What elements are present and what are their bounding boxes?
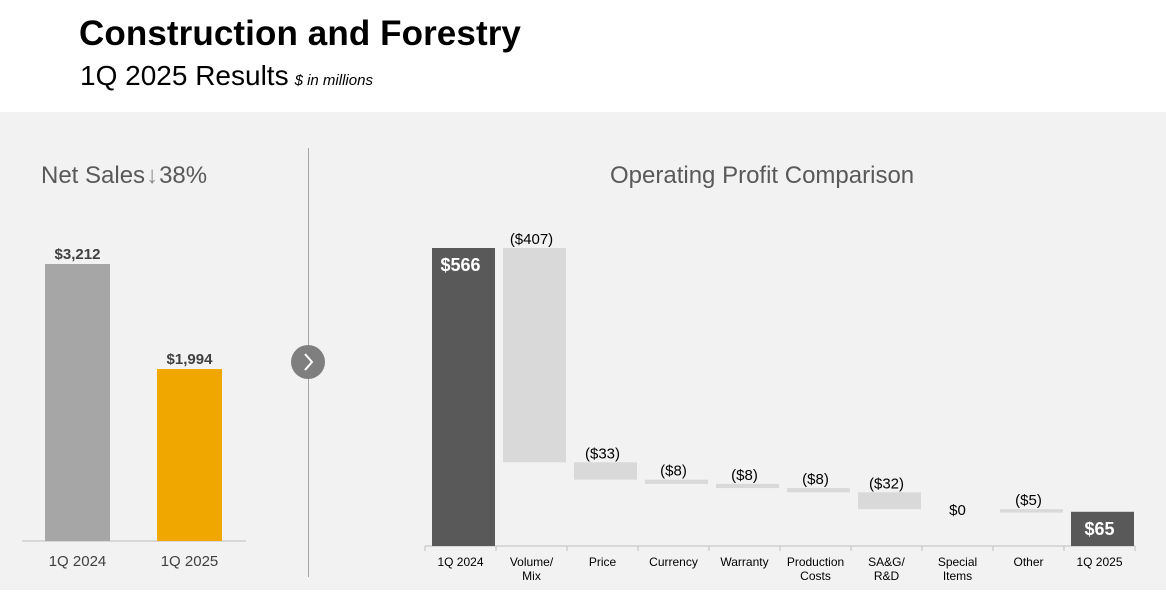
net-sales-category-label: 1Q 2025 xyxy=(161,553,219,570)
waterfall-category-label: Costs xyxy=(800,569,831,583)
waterfall-delta-bar xyxy=(645,479,708,484)
waterfall-value-label: ($8) xyxy=(802,471,829,488)
net-sales-bar xyxy=(157,369,222,541)
subtitle-line: 1Q 2025 Results $ in millions xyxy=(80,60,373,92)
waterfall-value-label: $0 xyxy=(949,502,966,519)
waterfall-category-label: SA&G/ xyxy=(868,555,905,569)
waterfall-delta-bar xyxy=(787,488,850,493)
waterfall-delta-bar xyxy=(858,492,921,510)
page-title: Construction and Forestry xyxy=(79,14,521,53)
waterfall-value-label: ($8) xyxy=(731,467,758,484)
waterfall-category-label: Warranty xyxy=(720,555,768,569)
operating-profit-title: Operating Profit Comparison xyxy=(610,162,915,189)
net-sales-title: Net Sales↓38% xyxy=(41,162,207,190)
waterfall-category-label: Special xyxy=(938,555,977,569)
waterfall-value-label: $566 xyxy=(440,255,480,275)
waterfall-value-label: ($407) xyxy=(510,231,553,248)
net-sales-change: 38% xyxy=(159,162,208,189)
waterfall-delta-bar xyxy=(1000,509,1063,513)
waterfall-category-label: Currency xyxy=(649,555,698,569)
waterfall-category-label: Volume/ xyxy=(510,555,554,569)
net-sales-bar xyxy=(45,264,110,541)
waterfall-category-label: R&D xyxy=(874,569,900,583)
waterfall-value-label: ($33) xyxy=(585,445,620,462)
waterfall-delta-bar xyxy=(716,483,779,489)
waterfall-category-label: Mix xyxy=(522,569,541,583)
waterfall-category-label: Items xyxy=(943,569,972,583)
waterfall-category-label: Production xyxy=(787,555,844,569)
net-sales-label: Net Sales xyxy=(41,162,146,189)
down-arrow-icon: ↓ xyxy=(146,162,159,189)
waterfall-total-bar xyxy=(432,248,495,546)
waterfall-category-label: 1Q 2025 xyxy=(1076,555,1122,569)
net-sales-value-label: $1,994 xyxy=(167,351,214,368)
net-sales-category-label: 1Q 2024 xyxy=(49,553,107,570)
net-sales-value-label: $3,212 xyxy=(55,246,101,263)
waterfall-value-label: $65 xyxy=(1084,519,1114,539)
page-subtitle: 1Q 2025 Results xyxy=(80,60,289,91)
waterfall-total-bar xyxy=(1071,511,1134,546)
waterfall-delta-bar xyxy=(503,248,566,463)
waterfall-category-label: Price xyxy=(589,555,617,569)
chevron-right-icon[interactable] xyxy=(291,345,325,379)
waterfall-value-label: ($32) xyxy=(869,475,904,492)
operating-profit-chart: $566 1Q 2024 ($407) Volume/Mix ($33) Price ($8… xyxy=(424,231,1136,583)
waterfall-category-label: 1Q 2024 xyxy=(437,555,483,569)
waterfall-category-label: Other xyxy=(1013,555,1043,569)
waterfall-delta-bar xyxy=(574,462,637,480)
waterfall-value-label: ($8) xyxy=(660,463,687,480)
waterfall-value-label: ($5) xyxy=(1015,492,1042,509)
units-note: $ in millions xyxy=(294,72,373,89)
net-sales-chart: $3,212 1Q 2024 $1,994 1Q 2025 xyxy=(22,246,246,570)
